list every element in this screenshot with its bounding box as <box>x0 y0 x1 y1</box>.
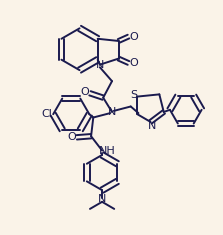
Text: N: N <box>96 60 104 70</box>
Text: N: N <box>147 121 156 131</box>
Text: O: O <box>67 132 76 142</box>
Text: N: N <box>98 194 106 204</box>
Text: O: O <box>80 87 89 97</box>
Text: NH: NH <box>99 145 115 156</box>
Text: Cl: Cl <box>41 109 52 119</box>
Text: N: N <box>108 107 116 117</box>
Text: O: O <box>130 31 138 42</box>
Text: O: O <box>130 58 138 68</box>
Text: S: S <box>130 90 137 101</box>
